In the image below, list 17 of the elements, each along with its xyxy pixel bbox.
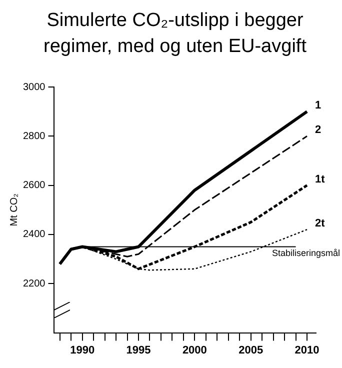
y-axis-title: Mt CO₂	[8, 193, 20, 226]
x-tick-label: 2000	[182, 344, 207, 356]
y-tick-label: 2800	[22, 130, 46, 142]
chart-title: Simulerte CO₂-utslipp i begger regimer, med og uten EU-avgift	[42, 9, 308, 59]
x-tick-label: 2010	[294, 344, 320, 356]
y-tick-label: 2600	[22, 180, 46, 192]
ref-line-label: Stabiliseringsmål	[272, 248, 340, 258]
series-label: 2	[315, 124, 322, 136]
y-tick-label: 3000	[22, 82, 46, 93]
y-tick-label: 2400	[22, 229, 46, 240]
series-label: 2t	[315, 218, 326, 230]
x-tick-label: 1995	[126, 344, 151, 356]
x-tick-label: 2005	[238, 344, 264, 356]
y-tick-label: 2200	[22, 278, 46, 290]
series-label: 1t	[315, 173, 326, 186]
series-label: 1	[315, 100, 322, 112]
x-tick-label: 1990	[70, 344, 95, 356]
